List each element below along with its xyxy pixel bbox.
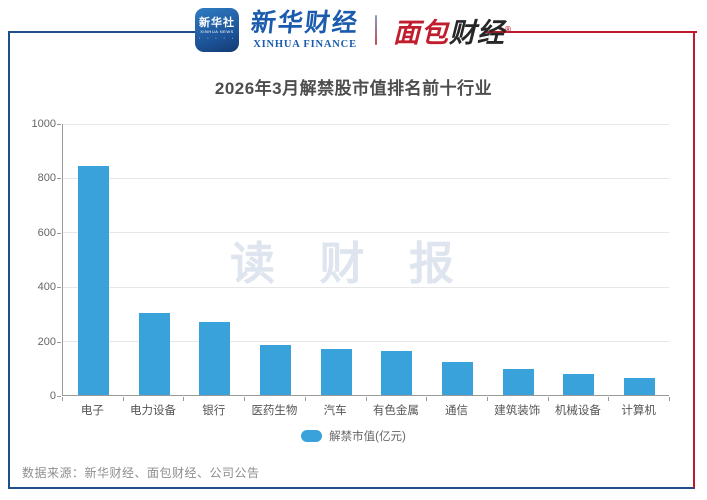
y-axis-tick-mark: [57, 232, 61, 234]
x-axis-label-通信: 通信: [445, 405, 469, 417]
bar-电力设备: [138, 312, 170, 395]
bar-计算机: [624, 377, 656, 395]
y-axis-tick-mark: [57, 396, 61, 397]
bread-finance-logo: 面包财经®: [393, 11, 512, 50]
x-axis-tick-mark: [62, 397, 63, 401]
gridline-400: [63, 286, 669, 288]
data-source: 数据来源：新华财经、面包财经、公司公告: [22, 466, 260, 480]
y-axis-tick-mark: [57, 124, 61, 125]
gridline-600: [63, 232, 669, 234]
xinhua-finance-cn: 新华财经: [249, 9, 361, 38]
bar-机械设备: [563, 373, 595, 395]
x-axis-tick-mark: [244, 397, 246, 401]
x-axis-label-银行: 银行: [202, 405, 226, 417]
bread-finance-part1: 面包: [393, 17, 450, 48]
bread-finance-part2: 财经: [449, 17, 506, 48]
x-axis-tick-mark: [608, 397, 610, 401]
xinhua-icon-text: 新华社: [199, 16, 236, 29]
x-axis-label-建筑装饰: 建筑装饰: [494, 405, 541, 417]
xinhua-news-app-icon: 新华社 XINHUA NEWS · · ∙ · ·: [195, 8, 240, 52]
xinhua-finance-logo: 新华财经 XINHUA FINANCE: [249, 9, 361, 50]
bar-汽车: [320, 349, 352, 395]
bar-通信: [442, 361, 474, 395]
bar-有色金属: [381, 350, 413, 395]
bar-医药生物: [259, 344, 291, 395]
x-axis-label-机械设备: 机械设备: [554, 405, 601, 417]
y-axis-tick-label: 600: [37, 226, 56, 239]
xinhua-finance-en: XINHUA FINANCE: [253, 38, 357, 50]
x-axis-tick-mark: [486, 397, 488, 401]
y-axis-tick-label: 1000: [31, 118, 56, 130]
x-axis-label-电子: 电子: [80, 405, 104, 417]
bar-电子: [77, 165, 109, 395]
gridline-200: [63, 341, 669, 343]
x-axis-tick-mark: [304, 397, 306, 401]
x-axis-label-有色金属: 有色金属: [372, 405, 419, 417]
chart-title: 2026年3月解禁股市值排名前十行业: [214, 79, 493, 98]
legend: 解禁市值(亿元): [0, 428, 707, 444]
y-axis-tick-mark: [57, 178, 61, 180]
logo-separator: [375, 15, 378, 45]
x-axis-tick-mark: [426, 397, 428, 401]
header-logos: 新华社 XINHUA NEWS · · ∙ · · 新华财经 XINHUA FI…: [0, 5, 707, 55]
gridline-800: [63, 177, 669, 179]
x-axis-tick-mark: [183, 397, 185, 401]
legend-label: 解禁市值(亿元): [329, 431, 406, 443]
frame-top-blue-segment: [8, 31, 230, 33]
x-axis-label-电力设备: 电力设备: [130, 405, 177, 417]
y-axis-tick-label: 200: [37, 335, 56, 348]
frame-top-red-segment: [486, 31, 697, 33]
registered-trademark-icon: ®: [505, 24, 512, 34]
x-axis-tick-mark: [669, 397, 670, 401]
bar-银行: [199, 321, 231, 395]
y-axis-tick-mark: [57, 287, 61, 289]
x-axis-tick-mark: [365, 397, 367, 401]
x-axis-tick-mark: [547, 397, 549, 401]
y-axis-tick-mark: [57, 341, 61, 343]
legend-swatch: [301, 430, 323, 442]
card-frame: [8, 31, 695, 489]
x-axis-label-医药生物: 医药生物: [251, 405, 298, 417]
y-axis-tick-label: 0: [49, 390, 56, 402]
xinhua-icon-subtext: XINHUA NEWS: [200, 28, 234, 34]
plot-area: [62, 123, 669, 396]
y-axis-tick-label: 400: [37, 281, 56, 294]
x-axis-label-计算机: 计算机: [621, 405, 656, 417]
x-axis-tick-mark: [122, 397, 124, 401]
gridline-1000: [63, 123, 669, 125]
x-axis-label-汽车: 汽车: [323, 405, 347, 417]
xinhua-icon-dots-decoration: · · ∙ · ·: [198, 35, 236, 43]
bar-建筑装饰: [502, 368, 534, 395]
y-axis-tick-label: 800: [37, 172, 56, 185]
